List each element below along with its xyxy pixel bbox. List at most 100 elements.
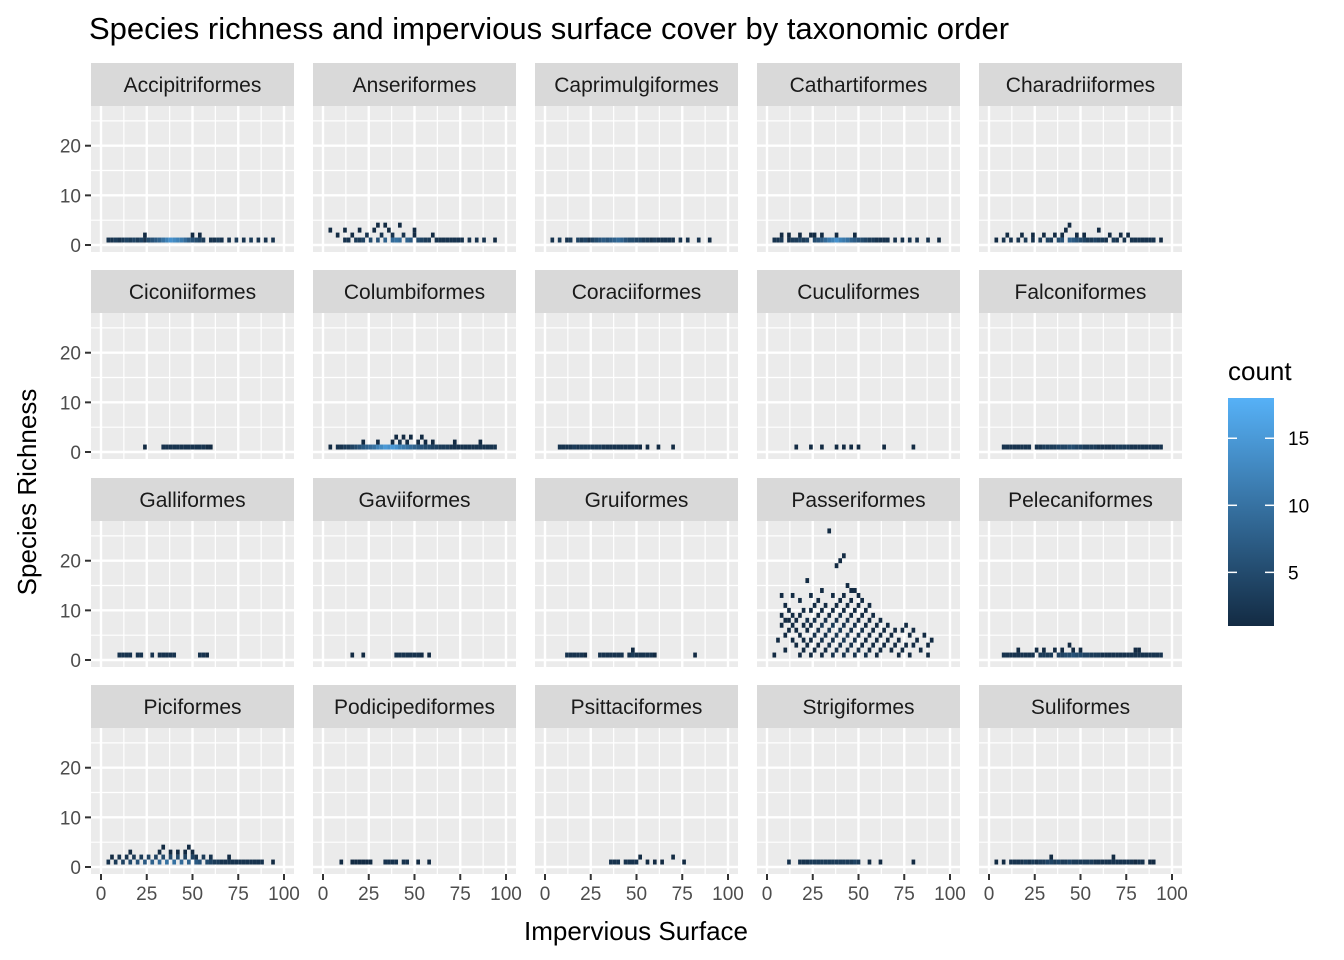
heat-tile — [387, 227, 391, 233]
heat-tile — [779, 232, 784, 238]
heat-tile — [1096, 859, 1101, 865]
heat-tile — [412, 444, 417, 450]
heat-tile — [1111, 237, 1116, 243]
heat-tile — [427, 444, 431, 450]
heat-tile — [456, 237, 461, 243]
facet-podicipediformes: Podicipediformes 0 25 50 75 100 — [313, 685, 522, 905]
heat-tile — [1012, 859, 1017, 865]
y-tick-label: 10 — [60, 186, 81, 207]
heat-tile — [631, 444, 635, 450]
heat-tile — [361, 652, 366, 658]
heat-tile — [783, 602, 788, 608]
heat-tile — [1085, 652, 1090, 658]
heat-tile — [350, 232, 355, 238]
facet-strip-label: Suliformes — [1031, 696, 1130, 719]
facet-strip-label: Strigiformes — [802, 696, 914, 719]
heat-tile — [438, 237, 442, 243]
heat-tile — [900, 627, 905, 633]
heat-tile — [638, 652, 642, 658]
heat-tile — [405, 444, 410, 450]
heat-tile — [805, 237, 810, 243]
heat-tile — [842, 553, 846, 559]
heat-tile — [1115, 652, 1119, 658]
x-tick-label: 100 — [490, 884, 522, 905]
heat-tile — [197, 232, 202, 238]
heat-tile — [820, 237, 824, 243]
heat-tile — [150, 859, 155, 865]
heat-tile — [612, 859, 617, 865]
heat-tile — [1122, 652, 1127, 658]
heat-tile — [205, 859, 209, 865]
heat-tile — [794, 617, 799, 623]
heat-tile — [827, 642, 832, 648]
x-tick-label: 75 — [450, 884, 471, 905]
heat-tile — [1144, 652, 1149, 658]
heat-tile — [208, 859, 213, 865]
heat-tile — [227, 854, 231, 860]
heat-tile — [620, 444, 624, 450]
heat-tile — [823, 602, 828, 608]
heat-tile — [798, 632, 802, 638]
heat-tile — [783, 647, 788, 653]
facet-columbiformes: Columbiformes — [313, 270, 516, 459]
heat-tile — [849, 627, 854, 633]
heat-tile — [445, 444, 450, 450]
heat-tile — [853, 232, 857, 238]
heat-tile — [183, 849, 188, 855]
heat-tile — [649, 237, 653, 243]
heat-tile — [154, 854, 158, 860]
heat-tile — [834, 444, 839, 450]
heat-tile — [1151, 444, 1156, 450]
heat-tile — [1067, 444, 1072, 450]
x-tick-label: 50 — [1070, 884, 1091, 905]
heat-tile — [645, 444, 650, 450]
heat-tile — [878, 647, 883, 653]
heat-tile — [856, 647, 861, 653]
heat-tile — [143, 444, 147, 450]
heat-tile — [1089, 237, 1094, 243]
heat-tile — [867, 617, 872, 623]
heat-tile — [157, 849, 162, 855]
y-tick-label: 10 — [60, 601, 81, 622]
heat-tile — [609, 237, 613, 243]
heat-tile — [350, 444, 355, 450]
heat-tile — [194, 444, 198, 450]
heat-tile — [365, 859, 369, 865]
heat-tile — [1042, 652, 1046, 658]
heat-tile — [660, 859, 664, 865]
heat-tile — [489, 444, 494, 450]
heat-tile — [794, 642, 799, 648]
heat-tile — [441, 444, 446, 450]
heat-tile — [594, 444, 599, 450]
heat-tile — [124, 854, 129, 860]
heat-tile — [1096, 444, 1101, 450]
heat-tile — [124, 237, 129, 243]
heat-tile — [376, 439, 380, 445]
x-tick-label: 0 — [984, 884, 995, 905]
heat-tile — [616, 444, 621, 450]
heat-tile — [907, 237, 912, 243]
heat-tile — [926, 652, 930, 658]
heat-tile — [401, 444, 406, 450]
heat-tile — [1133, 647, 1138, 653]
heat-tile — [1031, 237, 1035, 243]
heat-tile — [856, 602, 861, 608]
heat-tile — [627, 237, 632, 243]
heat-tiles — [1001, 444, 1163, 450]
heat-tile — [860, 612, 864, 618]
heat-tile — [1107, 859, 1112, 865]
facet-strip-label: Ciconiiformes — [129, 281, 256, 304]
heat-tile — [671, 444, 675, 450]
heat-tiles — [794, 444, 916, 450]
heat-tile — [823, 617, 828, 623]
heat-tile — [121, 859, 125, 865]
heat-tile — [474, 237, 479, 243]
heat-tile — [853, 622, 857, 628]
heat-tile — [1005, 652, 1010, 658]
heat-tile — [565, 652, 569, 658]
heat-tile — [423, 439, 428, 445]
heat-tile — [197, 652, 202, 658]
heat-tile — [900, 647, 905, 653]
heat-tile — [405, 439, 410, 445]
heat-tile — [838, 859, 843, 865]
